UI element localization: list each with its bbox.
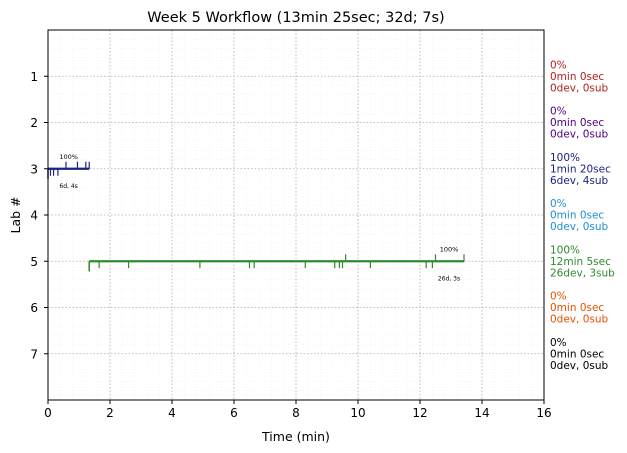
summary-time: 0min 0sec [550, 348, 604, 360]
summary-percent: 0% [550, 291, 567, 303]
summary-counts: 0dev, 0sub [550, 221, 609, 233]
bar-count-label: 6d, 4s [59, 183, 77, 190]
summary-counts: 26dev, 3sub [550, 267, 615, 279]
x-axis-label: Time (min) [261, 429, 330, 444]
x-tick-label: 0 [44, 406, 52, 420]
lab-5-bar-group: 100% 26d, 3s [88, 245, 465, 282]
summary-counts: 0dev, 0sub [550, 129, 609, 141]
summary-percent: 0% [550, 198, 567, 210]
summary-percent: 100% [550, 244, 580, 256]
bar-count-label: 26d, 3s [438, 275, 460, 282]
x-axis: 0 2 4 6 8 10 12 14 16 [44, 400, 552, 420]
x-tick-label: 14 [474, 406, 489, 420]
x-tick-label: 6 [230, 406, 238, 420]
x-tick-label: 4 [168, 406, 176, 420]
y-tick-label: 6 [30, 301, 38, 315]
y-tick-label: 5 [30, 255, 38, 269]
chart-title: Week 5 Workflow (13min 25sec; 32d; 7s) [147, 10, 444, 26]
y-tick-label: 2 [30, 116, 38, 130]
summary-time: 12min 5sec [550, 256, 611, 268]
y-tick-label: 4 [30, 209, 38, 223]
summary-counts: 0dev, 0sub [550, 360, 609, 372]
summary-time: 0min 0sec [550, 71, 604, 83]
summary-counts: 0dev, 0sub [550, 82, 609, 94]
x-tick-label: 16 [536, 406, 551, 420]
summary-time: 0min 0sec [550, 210, 604, 222]
bar-percent-label: 100% [59, 153, 78, 161]
summary-counts: 0dev, 0sub [550, 314, 609, 326]
y-tick-label: 7 [30, 347, 38, 361]
x-tick-label: 8 [292, 406, 300, 420]
y-tick-label: 3 [30, 162, 38, 176]
summary-time: 0min 0sec [550, 117, 604, 129]
summary-percent: 0% [550, 106, 567, 118]
x-tick-label: 12 [412, 406, 427, 420]
lab-series: 100% 6d, 4s 100% 26d, 3s [47, 153, 465, 282]
bar-percent-label: 100% [440, 245, 459, 253]
y-axis-label: Lab # [8, 196, 23, 233]
summary-percent: 0% [550, 337, 567, 349]
summary-percent: 100% [550, 152, 580, 164]
summary-counts: 6dev, 4sub [550, 175, 609, 187]
summary-percent: 0% [550, 59, 567, 71]
x-tick-label: 2 [106, 406, 114, 420]
y-axis: 1 2 3 4 5 6 7 [30, 70, 48, 361]
summary-time: 0min 0sec [550, 302, 604, 314]
y-tick-label: 1 [30, 70, 38, 84]
x-tick-label: 10 [350, 406, 365, 420]
summary-time: 1min 20sec [550, 163, 611, 175]
